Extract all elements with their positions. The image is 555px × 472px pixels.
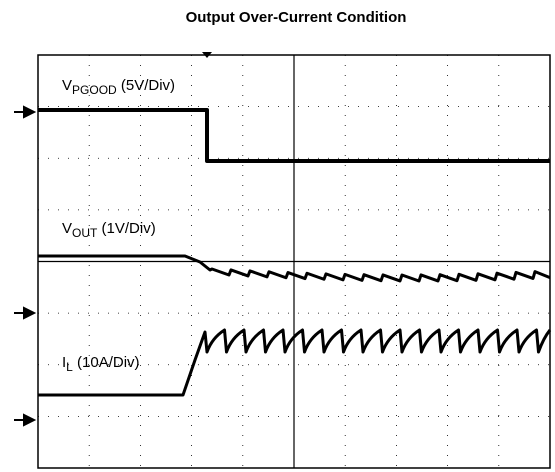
label-rest: (1V/Div) [97,220,155,237]
label-sub: L [66,360,73,374]
arrow [14,105,37,119]
label-sub: OUT [72,226,98,240]
arrow [14,306,37,320]
scope-grid [37,54,551,469]
traces [38,108,552,397]
label-rest: (5V/Div) [117,77,175,94]
label-main: V [62,220,72,237]
trace-label: VOUT (1V/Div) [62,220,156,240]
chart-title: Output Over-Current Condition [186,9,407,26]
label-main: V [62,77,72,94]
trigger-marker [202,52,212,58]
waveform [38,254,551,283]
trace-label: VPGOOD (5V/Div) [62,77,175,97]
label-sub: PGOOD [72,83,117,97]
waveform [38,108,550,163]
trace-label: IL (10A/Div) [62,354,140,374]
label-rest: (10A/Div) [73,354,140,371]
arrow [14,413,37,427]
waveform [38,328,552,397]
label-main: I [62,354,66,371]
channel-arrows [14,105,37,427]
